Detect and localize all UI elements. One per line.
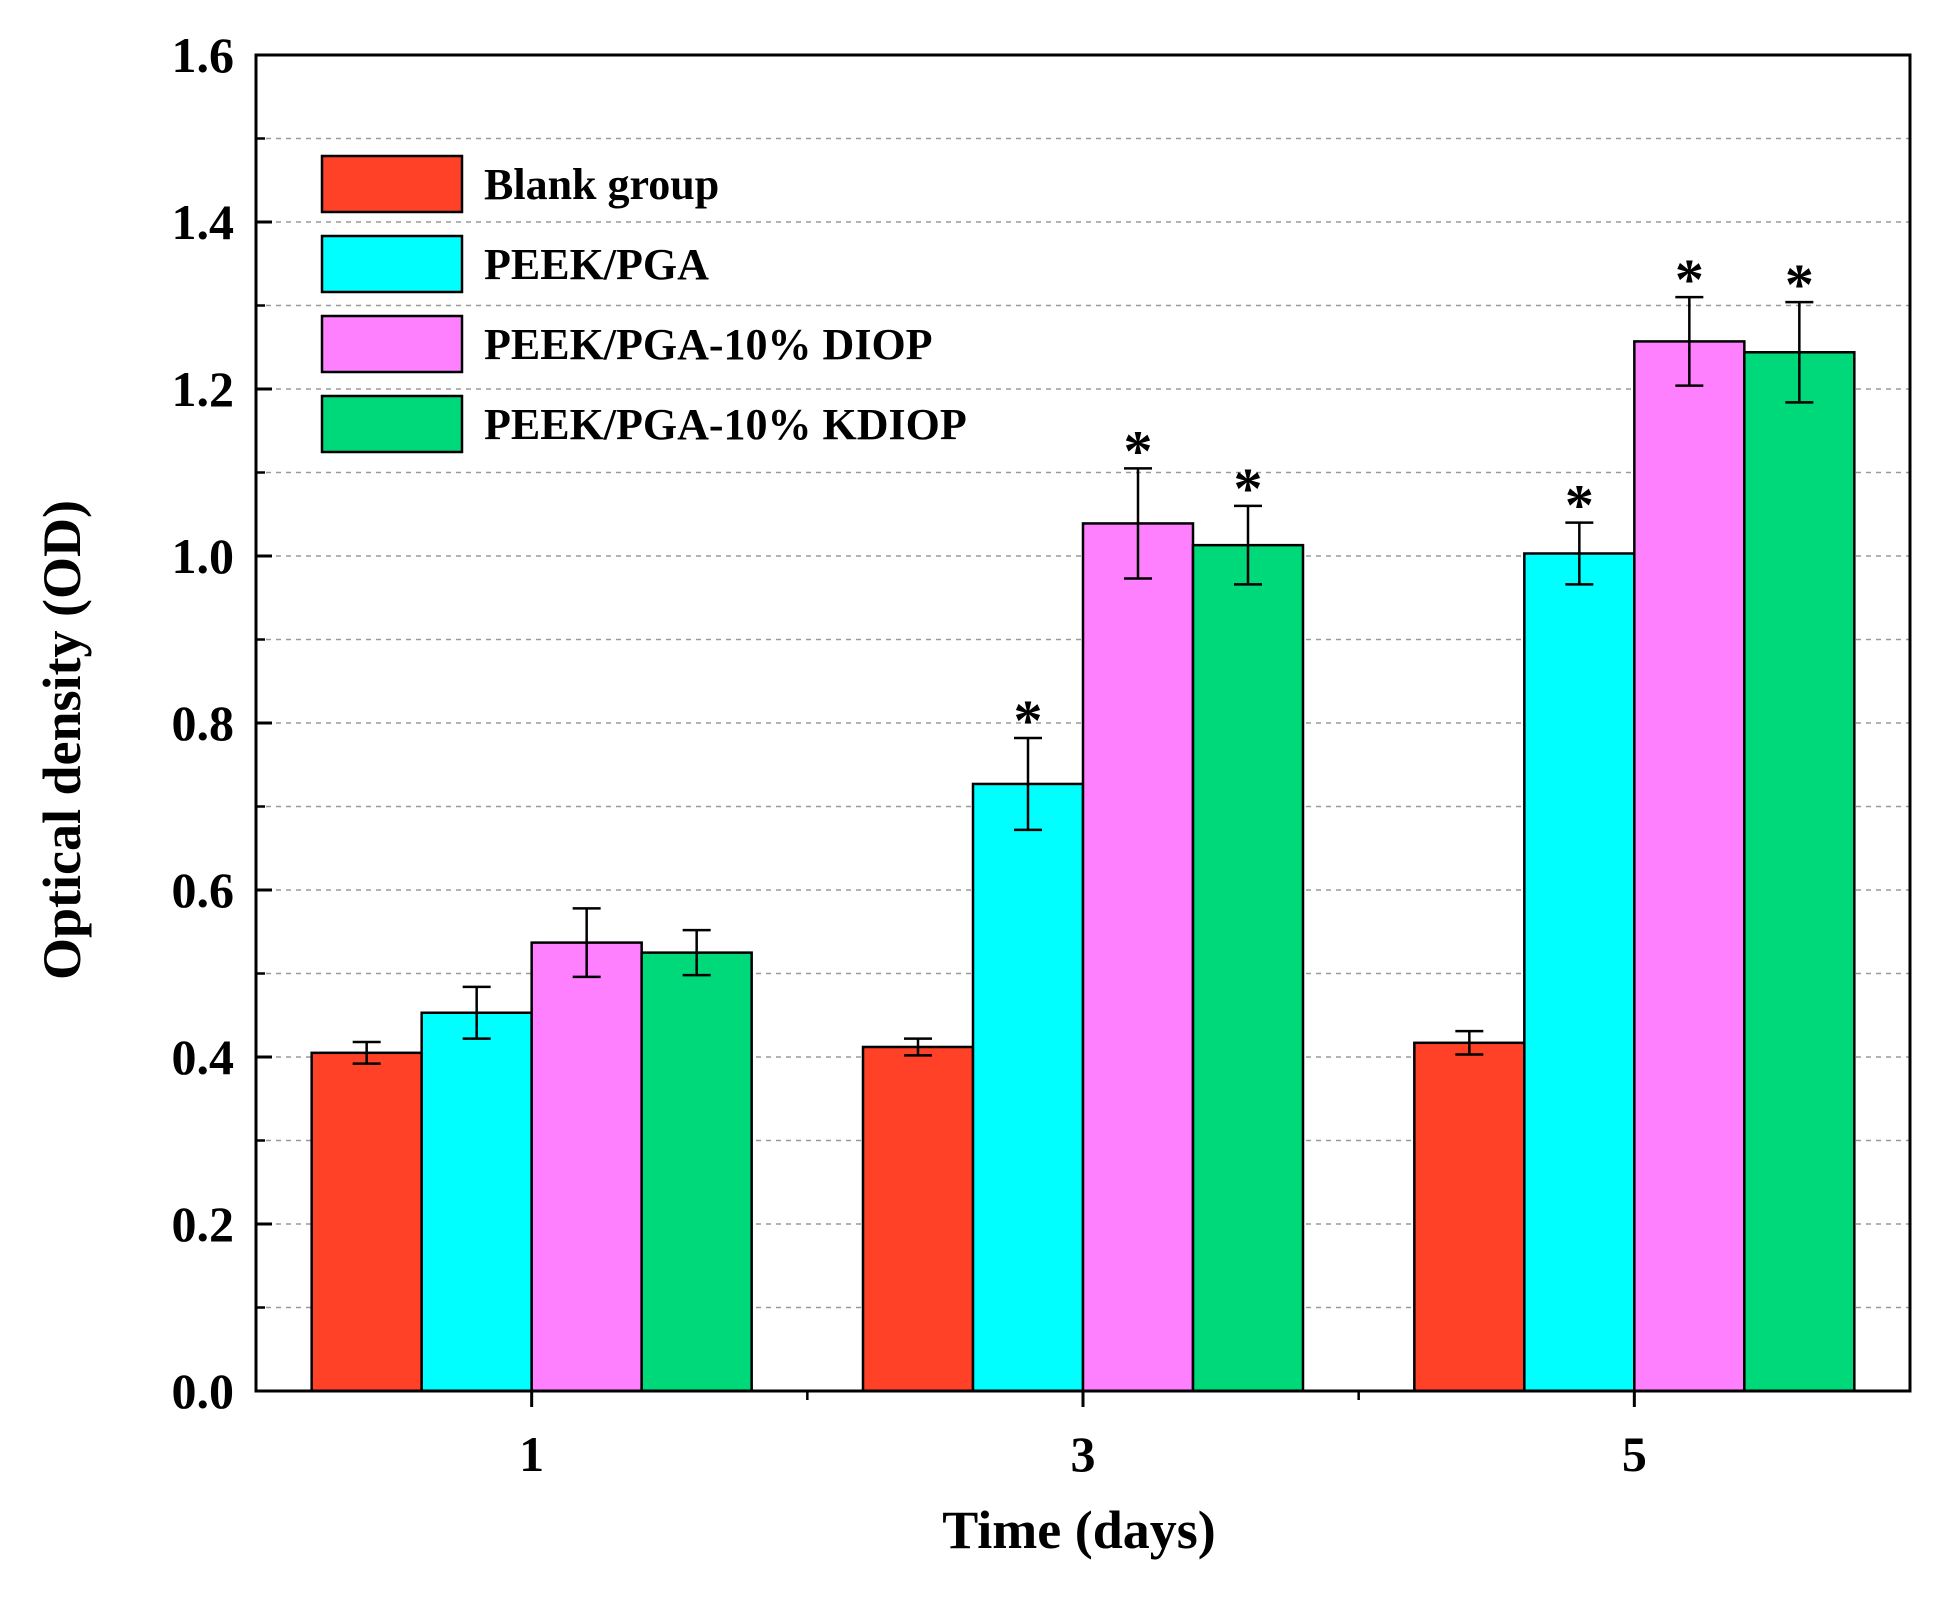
- legend-swatch: [320, 314, 464, 374]
- bar: [1743, 351, 1856, 1393]
- legend-swatch: [320, 234, 464, 294]
- bar: [861, 1045, 975, 1393]
- legend-label: Blank group: [484, 160, 719, 209]
- y-axis-title: Optical density (OD): [32, 500, 92, 980]
- bar: [1633, 340, 1746, 1393]
- bars: * * * * * *: [310, 247, 1856, 1393]
- significance-marker: *: [1785, 252, 1814, 317]
- axes: 0.0 0.2 0.4 0.6 0.8 1.0 1.2 1.4 1.6 1 3 5: [172, 27, 1912, 1482]
- y-tick-label: 0.8: [172, 695, 235, 751]
- x-tick-label: 5: [1622, 1426, 1647, 1482]
- bar: [971, 782, 1085, 1393]
- y-tick-label: 1.6: [172, 27, 235, 83]
- legend: Blank group PEEK/PGA PEEK/PGA-10% DIOP PEEK…: [320, 154, 967, 454]
- legend-label: PEEK/PGA-10% KDIOP: [484, 400, 967, 449]
- significance-marker: *: [1234, 456, 1263, 521]
- bar: [1191, 543, 1305, 1393]
- y-tick-label: 0.2: [172, 1196, 235, 1252]
- y-tick-label: 0.0: [172, 1363, 235, 1419]
- bar: [310, 1051, 423, 1393]
- bar: [420, 1011, 533, 1393]
- y-tick-label: 0.6: [172, 862, 235, 918]
- y-tick-label: 0.4: [172, 1029, 235, 1085]
- significance-marker: *: [1014, 688, 1043, 753]
- bar: [1413, 1041, 1526, 1393]
- y-tick-label: 1.2: [172, 361, 235, 417]
- legend-label: PEEK/PGA: [484, 240, 709, 289]
- legend-swatch: [320, 154, 464, 214]
- y-tick-label: 1.0: [172, 528, 235, 584]
- bar: [1523, 552, 1636, 1393]
- x-axis-title: Time (days): [942, 1500, 1216, 1560]
- significance-marker: *: [1565, 473, 1594, 538]
- x-tick-label: 3: [1071, 1426, 1096, 1482]
- significance-marker: *: [1675, 247, 1704, 312]
- significance-marker: *: [1124, 418, 1153, 483]
- x-tick-label: 1: [519, 1426, 544, 1482]
- legend-swatch: [320, 394, 464, 454]
- legend-label: PEEK/PGA-10% DIOP: [484, 320, 933, 369]
- y-tick-label: 1.4: [172, 194, 235, 250]
- bar: [530, 941, 643, 1393]
- bar: [1081, 522, 1195, 1393]
- bar: [640, 951, 753, 1393]
